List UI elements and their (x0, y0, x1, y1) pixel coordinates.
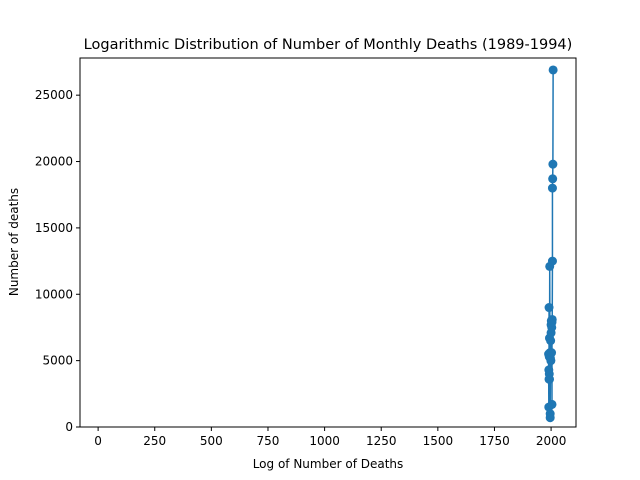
data-point (548, 159, 558, 169)
y-axis-label: Number of deaths (7, 188, 21, 296)
x-tick-label: 750 (257, 434, 280, 448)
y-tick-label: 20000 (35, 155, 73, 169)
data-point (546, 336, 556, 346)
data-point (545, 413, 555, 423)
data-point (544, 303, 554, 313)
x-tick-label: 2000 (536, 434, 567, 448)
x-tick-label: 1500 (423, 434, 454, 448)
plot-area-frame (79, 57, 577, 428)
data-point (547, 348, 557, 358)
data-point (548, 65, 558, 75)
x-tick-label: 1750 (479, 434, 510, 448)
x-tick-label: 250 (143, 434, 166, 448)
y-tick-label: 10000 (35, 287, 73, 301)
x-axis-label: Log of Number of Deaths (253, 457, 404, 471)
data-point (548, 174, 558, 184)
data-point (546, 356, 556, 366)
x-tick-label: 1000 (309, 434, 340, 448)
x-tick-label: 500 (200, 434, 223, 448)
y-tick-label: 25000 (35, 88, 73, 102)
chart-title: Logarithmic Distribution of Number of Mo… (84, 37, 573, 53)
data-point (547, 183, 557, 193)
x-tick-label: 1250 (366, 434, 397, 448)
y-tick-label: 5000 (42, 354, 73, 368)
y-tick-label: 15000 (35, 221, 73, 235)
series-markers (544, 65, 558, 423)
data-point (547, 314, 557, 324)
y-axis: 0 5000 10000 15000 20000 25000 (35, 88, 80, 434)
data-point (547, 256, 557, 266)
y-tick-label: 0 (65, 420, 73, 434)
x-tick-label: 0 (94, 434, 102, 448)
data-point (545, 374, 555, 384)
x-axis: 0 250 500 750 1000 1250 1500 1750 2000 (94, 427, 566, 448)
data-point (547, 399, 557, 409)
